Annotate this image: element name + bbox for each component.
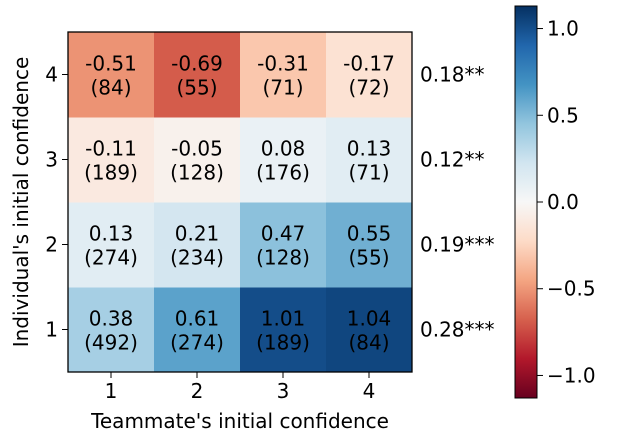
colorbar-tick-label: 0.5 — [547, 103, 579, 127]
cell-value-label: -0.31 — [257, 52, 309, 76]
cell-value-label: -0.51 — [85, 52, 137, 76]
cell-value-label: -0.17 — [343, 52, 395, 76]
row-annotation-label: 0.18** — [420, 63, 485, 87]
heatmap-cell-labels: 0.38(492)0.61(274)1.01(189)1.04(84)0.13(… — [84, 52, 395, 355]
cell-value-label: 0.13 — [347, 137, 392, 161]
cell-count-label: (234) — [170, 246, 224, 270]
colorbar — [514, 5, 538, 399]
heatmap-cell — [240, 202, 327, 288]
cell-value-label: -0.11 — [85, 137, 137, 161]
heatmap-cell — [68, 287, 155, 373]
cell-count-label: (128) — [256, 246, 310, 270]
cell-value-label: 0.61 — [175, 307, 220, 331]
heatmap-cell — [68, 32, 155, 118]
heatmap-cell — [326, 287, 413, 373]
heatmap-cell — [68, 202, 155, 288]
x-tick-label: 3 — [277, 379, 290, 403]
cell-count-label: (492) — [84, 331, 138, 355]
heatmap-cell — [326, 117, 413, 203]
y-axis-ticks: 1 2 3 4 — [45, 63, 68, 342]
x-tick-label: 1 — [105, 379, 118, 403]
cell-value-label: -0.05 — [171, 137, 223, 161]
x-axis-label: Teammate's initial confidence — [90, 409, 389, 433]
y-tick-label: 3 — [45, 148, 58, 172]
heatmap-cell — [154, 32, 241, 118]
cell-count-label: (84) — [348, 331, 389, 355]
cell-count-label: (189) — [256, 331, 310, 355]
cell-value-label: 0.13 — [89, 222, 134, 246]
heatmap-cell — [240, 287, 327, 373]
plot-frame — [67, 31, 413, 373]
colorbar-tick-label: 1.0 — [547, 17, 579, 41]
cell-value-label: 0.08 — [261, 137, 306, 161]
row-annotation-label: 0.28*** — [420, 318, 495, 342]
cell-count-label: (128) — [170, 161, 224, 185]
heatmap-cell — [154, 202, 241, 288]
heatmap-cell — [240, 117, 327, 203]
colorbar-ticks: 1.0 0.5 0.0 −0.5 −1.0 — [537, 17, 596, 387]
cell-value-label: 0.55 — [347, 222, 392, 246]
colorbar-tick-label: −1.0 — [547, 363, 596, 387]
colorbar-tick-label: 0.0 — [547, 190, 579, 214]
cell-count-label: (84) — [90, 76, 131, 100]
heatmap-cell — [326, 202, 413, 288]
row-annotation-label: 0.19*** — [420, 233, 495, 257]
heatmap-cell — [326, 32, 413, 118]
cell-value-label: 0.21 — [175, 222, 220, 246]
cell-value-label: 1.04 — [347, 307, 392, 331]
cell-value-label: 0.38 — [89, 307, 134, 331]
cell-value-label: -0.69 — [171, 52, 223, 76]
cell-count-label: (71) — [348, 161, 389, 185]
row-annotations: 0.28*** 0.19*** 0.12** 0.18** — [420, 63, 495, 342]
y-tick-label: 4 — [45, 63, 58, 87]
y-tick-label: 2 — [45, 233, 58, 257]
cell-count-label: (55) — [176, 76, 217, 100]
cell-count-label: (72) — [348, 76, 389, 100]
y-tick-label: 1 — [45, 318, 58, 342]
heatmap-cells — [68, 32, 413, 373]
cell-value-label: 1.01 — [261, 307, 306, 331]
row-annotation-label: 0.12** — [420, 148, 485, 172]
cell-count-label: (71) — [262, 76, 303, 100]
heatmap-cell — [154, 287, 241, 373]
x-tick-label: 2 — [191, 379, 204, 403]
colorbar-tick-label: −0.5 — [547, 277, 596, 301]
x-axis-ticks: 1 2 3 4 — [105, 372, 376, 403]
cell-count-label: (189) — [84, 161, 138, 185]
cell-count-label: (274) — [84, 246, 138, 270]
cell-count-label: (274) — [170, 331, 224, 355]
heatmap-cell — [68, 117, 155, 203]
heatmap-cell — [154, 117, 241, 203]
y-axis-label: Individual's initial confidence — [9, 57, 33, 348]
cell-value-label: 0.47 — [261, 222, 306, 246]
cell-count-label: (176) — [256, 161, 310, 185]
heatmap-cell — [240, 32, 327, 118]
x-tick-label: 4 — [363, 379, 376, 403]
cell-count-label: (55) — [348, 246, 389, 270]
